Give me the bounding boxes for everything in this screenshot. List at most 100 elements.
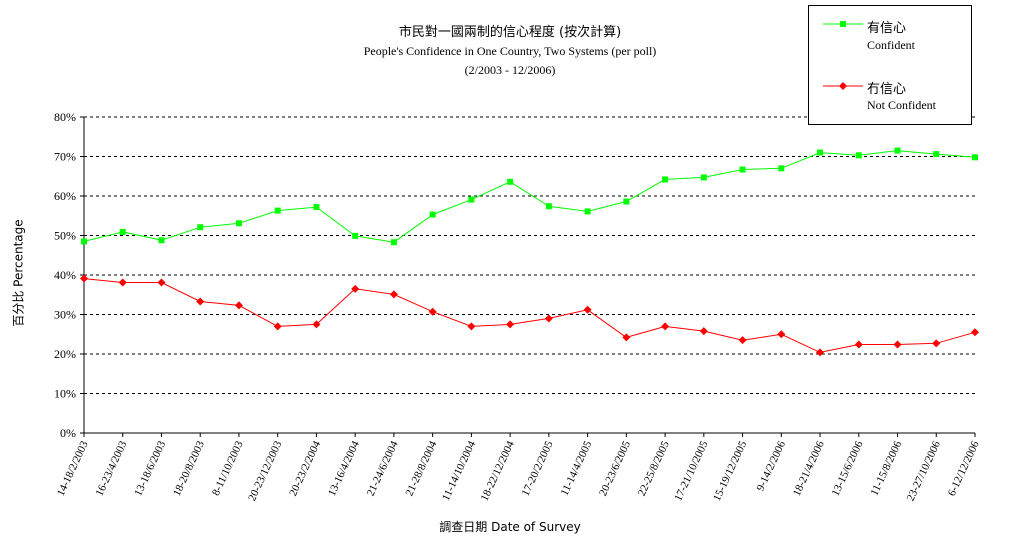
- data-point-not-confident: [506, 320, 515, 329]
- x-tick-label: 18-22/12/2004: [479, 439, 517, 503]
- x-tick-label: 8-11/10/2003: [210, 439, 246, 498]
- data-point-not-confident: [157, 278, 166, 287]
- data-point-confident: [119, 228, 126, 235]
- data-point-confident: [313, 204, 320, 211]
- x-tick-label: 16-23/4/2003: [94, 439, 130, 498]
- data-point-not-confident: [699, 327, 708, 336]
- x-tick-label: 13-18/6/2003: [132, 439, 168, 498]
- axes: [80, 116, 976, 437]
- chart-subtitle: People's Confidence in One Country, Two …: [363, 44, 657, 58]
- x-tick-label: 6-12/12/2006: [946, 439, 982, 498]
- data-point-confident: [81, 238, 87, 245]
- x-axis-label: 調查日期 Date of Survey: [439, 520, 581, 534]
- y-tick-labels: 0% 10% 20% 30% 40% 50% 60% 70% 80%: [54, 110, 76, 440]
- data-point-confident: [894, 147, 901, 154]
- data-point-confident: [584, 208, 591, 215]
- data-point-not-confident: [893, 340, 902, 349]
- data-point-not-confident: [273, 322, 282, 331]
- legend-label-not-confident-zh: 冇信心: [867, 82, 907, 97]
- legend-swatch-not-confident: [823, 82, 863, 90]
- data-point-confident: [158, 237, 165, 244]
- x-tick-label: 11-15/8/2006: [868, 439, 904, 498]
- data-point-confident: [390, 239, 397, 246]
- data-point-confident: [235, 220, 242, 227]
- y-tick-label: 70%: [54, 150, 76, 164]
- data-point-confident: [545, 203, 552, 210]
- x-tick-label: 22-25/8/2005: [636, 439, 672, 498]
- series-line-not-confident: [83, 278, 976, 353]
- data-point-not-confident: [932, 339, 941, 348]
- data-point-confident: [662, 176, 669, 183]
- data-point-confident: [429, 211, 436, 218]
- data-point-not-confident: [777, 330, 786, 339]
- y-axis-label: 百分比 Percentage: [11, 219, 26, 327]
- series-line-confident: [83, 150, 976, 243]
- data-point-confident: [972, 154, 978, 161]
- chart-title: 市民對一國兩制的信心程度 (按次計算): [398, 25, 622, 40]
- x-tick-label: 17-20/2/2005: [520, 439, 556, 498]
- y-tick-label: 20%: [54, 347, 76, 361]
- x-tick-label: 9-14/2/2006: [754, 439, 788, 493]
- data-point-confident: [700, 174, 707, 181]
- data-point-not-confident: [544, 314, 553, 323]
- data-point-confident: [817, 149, 824, 156]
- x-tick-label: 18-20/8/2003: [171, 439, 207, 498]
- data-point-confident: [855, 152, 862, 159]
- legend: 有信心 Confident 冇信心 Not Confident: [808, 5, 972, 125]
- series-lines: [83, 150, 976, 353]
- data-point-not-confident: [428, 307, 437, 316]
- grid-lines: [84, 116, 975, 394]
- x-tick-label: 20-23/2/2004: [287, 439, 323, 498]
- data-point-confident: [197, 224, 204, 231]
- y-tick-label: 30%: [54, 308, 76, 322]
- x-tick-label: 20-23/12/2003: [246, 439, 284, 503]
- x-tick-label: 18-21/4/2006: [791, 439, 827, 498]
- y-tick-label: 60%: [54, 189, 76, 203]
- data-point-confident: [933, 151, 940, 158]
- y-tick-label: 50%: [54, 229, 76, 243]
- data-point-confident: [468, 196, 475, 203]
- legend-swatch-confident: [823, 21, 863, 27]
- x-tick-label: 13-16/4/2004: [326, 439, 362, 498]
- data-point-not-confident: [816, 348, 825, 357]
- y-tick-label: 40%: [54, 268, 76, 282]
- data-point-not-confident: [971, 328, 979, 337]
- data-point-not-confident: [622, 333, 631, 342]
- data-point-confident: [778, 165, 785, 172]
- y-tick-label: 10%: [54, 387, 76, 401]
- data-point-not-confident: [738, 336, 747, 345]
- y-tick-label: 80%: [54, 110, 76, 124]
- data-point-not-confident: [80, 274, 88, 283]
- x-tick-label: 15-19/12/2005: [711, 439, 749, 503]
- data-point-confident: [623, 198, 630, 205]
- data-point-confident: [352, 232, 359, 239]
- x-tick-label: 11-14/10/2004: [440, 439, 478, 503]
- data-point-not-confident: [312, 320, 321, 329]
- x-tick-label: 21-24/6/2004: [365, 439, 401, 498]
- data-point-not-confident: [389, 290, 398, 299]
- x-tick-label: 13-15/6/2006: [830, 439, 866, 498]
- data-point-not-confident: [661, 322, 670, 331]
- x-tick-label: 14-18/2/2003: [55, 439, 91, 498]
- chart-title-block: 市民對一國兩制的信心程度 (按次計算) People's Confidence …: [300, 24, 720, 80]
- data-point-not-confident: [467, 322, 476, 331]
- data-point-not-confident: [351, 284, 360, 293]
- legend-label-not-confident-en: Not Confident: [867, 98, 936, 112]
- data-point-confident: [739, 166, 746, 173]
- series-markers: [80, 147, 979, 357]
- x-tick-label: 20-23/6/2005: [597, 439, 633, 498]
- data-point-not-confident: [583, 305, 592, 314]
- data-point-not-confident: [196, 297, 205, 306]
- data-point-confident: [507, 178, 514, 185]
- x-tick-label: 17-21/10/2005: [672, 439, 710, 503]
- legend-label-confident-en: Confident: [867, 38, 915, 52]
- x-tick-label: 21-28/8/2004: [403, 439, 439, 498]
- x-tick-label: 23-27/10/2006: [905, 439, 943, 503]
- data-point-not-confident: [234, 301, 243, 310]
- data-point-not-confident: [118, 278, 127, 287]
- legend-label-confident-zh: 有信心: [867, 21, 907, 36]
- data-point-not-confident: [854, 340, 863, 349]
- y-tick-label: 0%: [60, 426, 76, 440]
- chart-period: (2/2003 - 12/2006): [464, 63, 556, 77]
